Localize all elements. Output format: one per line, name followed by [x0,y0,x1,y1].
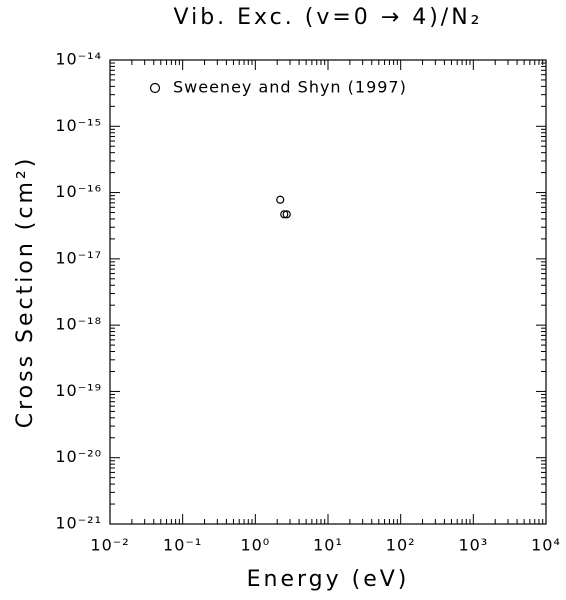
x-tick-label: 10⁴ [531,536,561,555]
x-tick-label: 10³ [458,536,488,555]
x-tick-label: 10² [386,536,416,555]
y-tick-label: 10⁻¹⁷ [55,248,102,267]
chart-title: Vib. Exc. (v=0 → 4)/N₂ [174,5,483,30]
y-tick-label: 10⁻¹⁶ [55,182,102,201]
plot-frame [109,59,547,525]
x-axis-label: Energy (eV) [247,567,410,592]
y-tick-label: 10⁻¹⁴ [55,50,102,69]
y-tick-label: 10⁻²¹ [55,514,102,533]
data-point [276,195,285,204]
y-tick-label: 10⁻¹⁹ [55,381,102,400]
y-axis-label: Cross Section (cm²) [13,156,38,429]
y-tick-label: 10⁻¹⁸ [55,315,102,334]
legend-label: Sweeney and Shyn (1997) [173,78,407,97]
data-point [280,210,289,219]
y-tick-label: 10⁻¹⁵ [55,116,102,135]
x-tick-label: 10¹ [313,536,343,555]
x-tick-label: 10⁰ [240,536,270,555]
data-point [282,210,291,219]
legend-marker [149,82,161,94]
x-tick-label: 10⁻¹ [163,536,202,555]
x-tick-label: 10⁻² [90,536,129,555]
y-tick-label: 10⁻²⁰ [55,447,102,466]
